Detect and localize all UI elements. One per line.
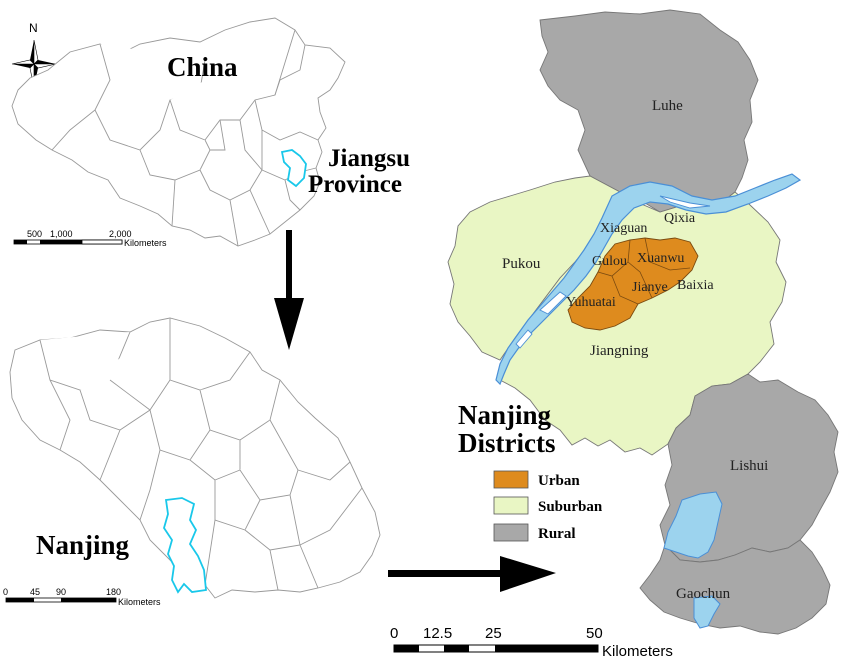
district-label-gulou: Gulou	[592, 254, 627, 269]
lake-gucheng	[693, 595, 721, 629]
nanjing-highlight	[163, 497, 207, 594]
nanjing-scale-tick: 0	[390, 625, 398, 642]
jiangsu-label-line2: Province	[308, 171, 402, 198]
yangtze-river	[495, 173, 802, 386]
legend: Urban Suburban Rural	[493, 470, 603, 542]
legend-swatch-suburban	[493, 496, 529, 515]
nanjing-scale-bar: 0 12.5 25 50 Kilometers	[390, 625, 673, 660]
china-scale-unit: Kilometers	[124, 238, 167, 248]
jiangsu-highlight	[280, 149, 307, 188]
nanjing-map-title-line2: Districts	[458, 428, 555, 458]
legend-label-urban: Urban	[538, 473, 580, 489]
china-map	[11, 17, 346, 247]
nanjing-scale-tick: 25	[485, 625, 502, 642]
nanjing-scale-tick: 50	[586, 625, 603, 642]
legend-label-suburban: Suburban	[538, 499, 603, 515]
china-scale-tick: 1,000	[50, 229, 73, 239]
district-label-lishui: Lishui	[730, 458, 768, 474]
china-scale-bar: 500 1,000 2,000 Kilometers	[13, 229, 167, 248]
district-label-gaochun: Gaochun	[676, 586, 731, 602]
district-gaochun	[639, 539, 831, 635]
jiangsu-scale-bar: 0 45 90 180 Kilometers	[3, 587, 161, 607]
district-label-xiaguan: Xiaguan	[600, 221, 647, 236]
nanjing-label: Nanjing	[36, 530, 130, 560]
district-label-yuhuatai: Yuhuatai	[566, 295, 616, 310]
lake-shijiu	[663, 491, 723, 559]
right-arrow-icon	[388, 556, 556, 592]
district-label-qixia: Qixia	[664, 211, 696, 226]
district-label-baixia: Baixia	[677, 278, 714, 293]
china-map-title: China	[167, 52, 238, 82]
district-labels: Luhe Pukou Xiaguan Qixia Gulou Xuanwu Ji…	[502, 98, 768, 602]
nanjing-district-map	[447, 9, 839, 635]
jiangsu-scale-tick: 45	[30, 587, 40, 597]
district-label-xuanwu: Xuanwu	[637, 251, 684, 266]
district-label-jianye: Jianye	[632, 280, 668, 295]
jiangsu-scale-tick: 90	[56, 587, 66, 597]
nanjing-scale-unit: Kilometers	[602, 643, 673, 660]
down-arrow-icon	[274, 230, 304, 350]
jiangsu-map	[9, 317, 381, 599]
legend-swatch-urban	[493, 470, 529, 489]
district-label-luhe: Luhe	[652, 98, 683, 114]
legend-label-rural: Rural	[538, 526, 576, 542]
jiangsu-label-line1: Jiangsu	[328, 145, 410, 172]
district-label-jiangning: Jiangning	[590, 343, 649, 359]
district-label-pukou: Pukou	[502, 256, 541, 272]
nanjing-scale-tick: 12.5	[423, 625, 452, 642]
legend-swatch-rural	[493, 523, 529, 542]
china-scale-tick: 500	[27, 229, 42, 239]
jiangsu-scale-tick: 0	[3, 587, 8, 597]
compass-north-label: N	[29, 21, 38, 35]
jiangsu-scale-unit: Kilometers	[118, 597, 161, 607]
nanjing-map-title-line1: Nanjing	[458, 400, 552, 430]
jiangsu-scale-tick: 180	[106, 587, 121, 597]
china-scale-tick: 2,000	[109, 229, 132, 239]
